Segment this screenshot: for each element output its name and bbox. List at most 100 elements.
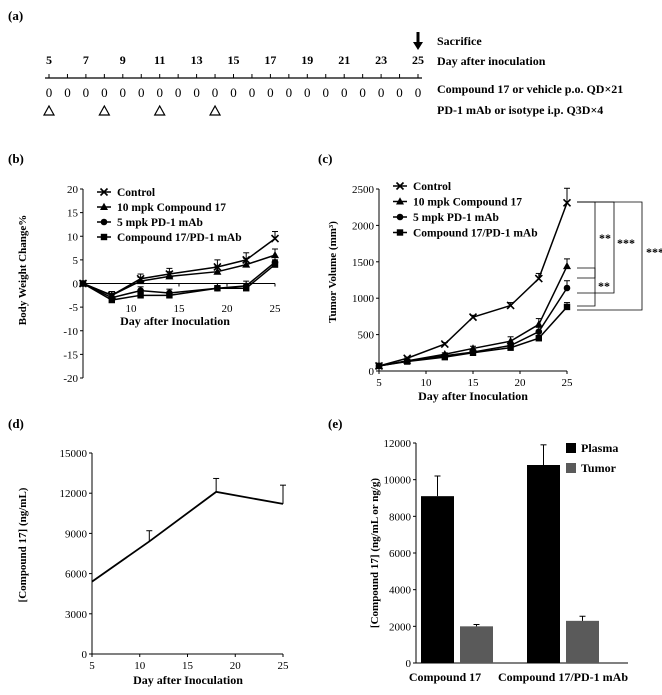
chart-e-bar-tumor-compound-17-pd-1-mab	[566, 620, 599, 663]
chart-b-point-control	[270, 234, 280, 243]
chart-b-xtick-label: 15	[174, 303, 186, 315]
chart-c-xtick-label: 5	[376, 377, 382, 389]
chart-b-legend-marker-10-mpk-compound-17	[100, 202, 108, 210]
chart-c-point-control	[534, 274, 543, 283]
chart-d-ytick-label: 6000	[65, 569, 88, 581]
chart-b-legend-label-5-mpk-pd-1-mab: 5 mpk PD-1 mAb	[117, 217, 203, 229]
chart-b-point-compound-17-pd-1-mab	[271, 261, 279, 268]
chart-d-ytick-label: 0	[82, 649, 88, 661]
chart-c-point-control	[440, 339, 449, 349]
dose-mark-day-5: 0	[46, 85, 53, 100]
dose-mark-day-20: 0	[323, 85, 330, 100]
dose-mark-day-6: 0	[64, 85, 71, 100]
panel-d: (d) [Compound 17] (ng/mL) Day after Inoc…	[8, 416, 289, 687]
chart-d-ytick-label: 12000	[60, 488, 88, 500]
day-label-15: 15	[228, 53, 240, 67]
panel-e: (e) [Compound 17] (ng/mL or ng/g) 120001…	[328, 416, 628, 684]
chart-d-xtick-label: 20	[230, 660, 242, 672]
panel-b: (b) Body Weight Change% Day after Inocul…	[8, 151, 281, 385]
chart-b-ytick-label: 10	[67, 231, 79, 243]
chart-b-ytick-label: 5	[73, 255, 79, 267]
chart-c-legend-marker-control	[395, 181, 405, 191]
chart-b-point-compound-17-pd-1-mab	[166, 292, 173, 299]
day-label-21: 21	[338, 53, 350, 67]
pd1-schedule: PD-1 mAb or isotype i.p. Q3D×4	[437, 103, 603, 117]
chart-d-xtick-label: 10	[134, 660, 146, 672]
chart-c-ytick-label: 0	[369, 366, 375, 378]
panel-b-label: (b)	[8, 151, 24, 166]
chart-c: 2500 2000 1500 1000 500 05 10 15 20 25 Control 10 m…	[352, 181, 662, 389]
chart-b-xtick-label: 10	[126, 303, 138, 315]
chart-c-xlabel: Day after Inoculation	[418, 389, 528, 403]
chart-e-bar-tumor-compound-17	[460, 626, 493, 663]
chart-c-bracket-control-vs-compound	[577, 201, 596, 279]
chart-e-ytick-label: 12000	[384, 438, 412, 450]
day-label-11: 11	[154, 53, 165, 67]
chart-c-xtick-label: 25	[562, 377, 574, 389]
chart-c-point-control	[562, 198, 572, 207]
dose-mark-day-22: 0	[359, 85, 366, 100]
chart-c-ytick-label: 500	[358, 330, 375, 342]
chart-c-xtick-label: 20	[515, 377, 527, 389]
panel-e-label: (e)	[328, 416, 342, 431]
dose-mark-day-24: 0	[396, 85, 403, 100]
dose-mark-day-11: 0	[156, 85, 163, 100]
chart-b-point-compound-17-pd-1-mab	[214, 285, 221, 292]
chart-b-legend-label-compound-17-pd-1-mab: Compound 17/PD-1 mAb	[117, 232, 242, 244]
timeline-caption: Day after inoculation	[437, 54, 546, 68]
chart-c-ytick-label: 1500	[352, 257, 375, 269]
chart-b-xtick-label: 25	[270, 303, 282, 315]
chart-d-ytick-label: 15000	[60, 448, 88, 460]
dose-mark-day-14: 0	[212, 85, 219, 100]
chart-e-ytick-label: 2000	[389, 621, 412, 633]
chart-c-point-compound-17-pd-1-mab	[563, 303, 571, 311]
chart-c-ytick-label: 2500	[352, 184, 375, 196]
chart-b-xlabel: Day after Inoculation	[120, 314, 230, 328]
chart-b-point-compound-17-pd-1-mab	[137, 292, 144, 299]
chart-b-legend-marker-5-mpk-pd-1-mab	[100, 218, 108, 226]
chart-b-point-10-mpk-compound-17	[242, 260, 251, 268]
chart-e-ytick-label: 4000	[389, 585, 412, 597]
chart-e-legend-label-tumor: Tumor	[581, 461, 617, 475]
day-label-13: 13	[191, 53, 203, 67]
chart-c-point-control	[506, 301, 515, 310]
chart-b-ytick-label: -20	[63, 373, 78, 385]
day-label-23: 23	[375, 53, 387, 67]
chart-c-point-compound-17-pd-1-mab	[507, 344, 514, 351]
chart-c-point-compound-17-pd-1-mab	[469, 349, 477, 356]
day-label-19: 19	[301, 53, 313, 67]
day-label-5: 5	[46, 53, 52, 67]
chart-c-point-compound-17-pd-1-mab	[441, 353, 448, 361]
chart-e-legend-label-plasma: Plasma	[581, 441, 618, 455]
chart-b-ytick-label: -15	[63, 349, 78, 361]
dose-mark-day-19: 0	[304, 85, 311, 100]
chart-c-legend-marker-5-mpk-pd-1-mab	[396, 213, 404, 221]
chart-b-ytick-label: 15	[67, 208, 79, 220]
pd1-dose-triangle-day-5	[42, 104, 56, 116]
chart-c-sig-label: **	[598, 279, 610, 293]
chart-e-bar-plasma-compound-17	[421, 496, 454, 663]
chart-c-point-10-mpk-compound-17	[534, 320, 543, 328]
chart-e-legend-swatch-tumor	[566, 463, 576, 473]
chart-d-ytick-label: 3000	[65, 609, 88, 621]
chart-e-ylabel: [Compound 17] (ng/mL or ng/g)	[369, 478, 381, 628]
chart-b-point-compound-17-pd-1-mab	[108, 296, 115, 304]
chart-b-point-10-mpk-compound-17	[136, 276, 145, 285]
chart-b-point-10-mpk-compound-17	[271, 250, 279, 259]
chart-b-legend-label-10-mpk-compound-17: 10 mpk Compound 17	[117, 202, 226, 214]
chart-b-xtick-label: 20	[222, 303, 234, 315]
chart-d-line-compound-17	[91, 490, 284, 583]
chart-b-legend-marker-control	[99, 187, 109, 197]
dose-mark-day-23: 0	[378, 85, 385, 100]
chart-c-legend-marker-compound-17-pd-1-mab	[396, 229, 404, 236]
chart-c-sig-label: **	[599, 231, 611, 245]
day-label-7: 7	[83, 53, 89, 67]
chart-c-bracket-compound-vs-combo	[577, 267, 596, 307]
sacrifice-label: Sacrifice	[437, 34, 482, 48]
chart-b-point-compound-17-pd-1-mab	[79, 280, 87, 287]
dose-mark-day-9: 0	[120, 85, 127, 100]
panel-a-label: (a)	[8, 8, 23, 23]
chart-c-legend-label-5-mpk-pd-1-mab: 5 mpk PD-1 mAb	[413, 212, 499, 224]
